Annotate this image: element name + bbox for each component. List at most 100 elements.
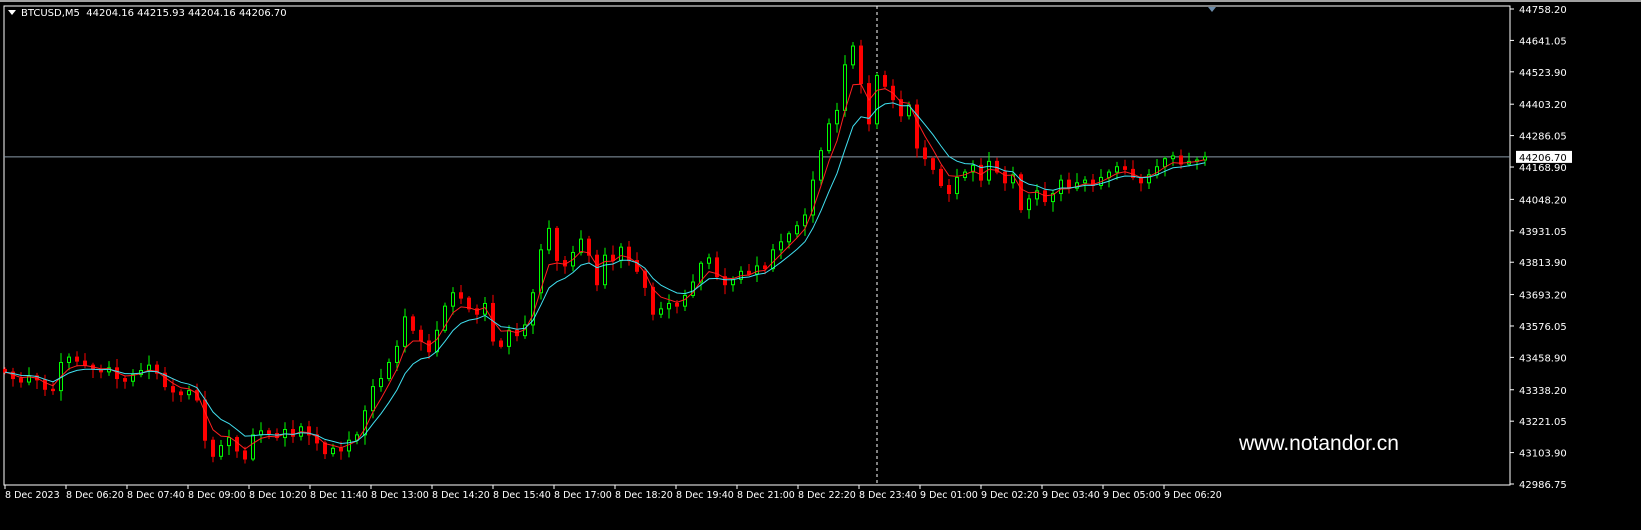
plot-border — [3, 5, 1511, 486]
price-tick-label: 43221.05 — [1519, 417, 1567, 428]
candle-body — [459, 292, 463, 299]
candle-body — [547, 227, 551, 251]
price-tick-label: 44758.20 — [1519, 5, 1567, 16]
candle-body — [435, 329, 439, 353]
candle-body — [707, 257, 711, 264]
candle-body — [539, 249, 543, 294]
time-tick-label: 9 Dec 03:40 — [1042, 490, 1100, 501]
time-tick-label: 8 Dec 21:00 — [737, 490, 795, 501]
candle-body — [475, 308, 479, 315]
candle-body — [1147, 174, 1151, 184]
candle-body — [1027, 198, 1031, 211]
candle-body — [363, 410, 367, 436]
candle-body — [219, 445, 223, 457]
candle-body — [947, 184, 951, 195]
price-tick-label: 43103.90 — [1519, 449, 1567, 460]
candle-body — [811, 179, 815, 216]
candle-body — [875, 75, 879, 125]
time-tick-label: 8 Dec 15:40 — [493, 490, 551, 501]
candle-body — [267, 430, 271, 435]
candle-body — [131, 374, 135, 382]
candle-body — [827, 123, 831, 152]
ma-fast-line — [4, 83, 1206, 450]
time-tick-label: 8 Dec 06:20 — [66, 490, 124, 501]
candle-body — [859, 45, 863, 85]
candle-body — [307, 426, 311, 436]
candle-body — [83, 360, 87, 366]
candle-body — [979, 164, 983, 181]
time-tick-label: 9 Dec 01:00 — [920, 490, 978, 501]
candle-body — [427, 340, 431, 353]
candle-body — [371, 386, 375, 412]
candle-body — [179, 391, 183, 396]
time-tick-label: 8 Dec 22:20 — [798, 490, 856, 501]
candle-body — [675, 302, 679, 307]
candle-body — [1107, 171, 1111, 178]
candle-body — [315, 434, 319, 444]
candle-body — [395, 345, 399, 363]
candle-body — [227, 437, 231, 447]
candle-body — [955, 176, 959, 195]
candle-body — [211, 439, 215, 457]
candle-body — [1003, 171, 1007, 184]
candle-body — [483, 302, 487, 315]
price-tick-label: 44168.90 — [1519, 163, 1567, 174]
candle-body — [1059, 179, 1063, 195]
candle-body — [291, 429, 295, 437]
time-tick-label: 8 Dec 23:40 — [859, 490, 917, 501]
time-tick-label: 9 Dec 06:20 — [1164, 490, 1222, 501]
price-tick-label: 44048.20 — [1519, 195, 1567, 206]
dropdown-triangle-icon[interactable] — [8, 10, 16, 15]
candle-body — [635, 260, 639, 272]
candle-body — [763, 265, 767, 270]
candle-body — [1171, 155, 1175, 160]
time-tick-label: 8 Dec 11:40 — [310, 490, 368, 501]
candle-body — [251, 434, 255, 460]
candle-body — [75, 356, 79, 362]
candle-body — [659, 308, 663, 315]
time-tick-label: 8 Dec 13:00 — [371, 490, 429, 501]
candle-body — [803, 214, 807, 227]
candle-body — [3, 368, 7, 373]
candle-body — [723, 276, 727, 286]
candle-body — [587, 238, 591, 256]
candle-body — [243, 450, 247, 460]
candle-body — [43, 379, 47, 390]
candle-body — [155, 364, 159, 374]
candle-body — [507, 329, 511, 347]
candle-body — [939, 168, 943, 186]
candle-body — [603, 254, 607, 286]
candle-body — [691, 281, 695, 296]
candle-body — [643, 270, 647, 288]
candle-body — [451, 292, 455, 307]
candle-body — [651, 286, 655, 315]
candle-body — [387, 361, 391, 380]
time-tick-label: 8 Dec 17:00 — [554, 490, 612, 501]
candle-body — [915, 104, 919, 149]
candle-body — [163, 372, 167, 388]
price-tick-label: 43931.05 — [1519, 227, 1567, 238]
chart-shift-triangle-icon[interactable] — [1208, 7, 1216, 12]
price-tick-label: 43576.05 — [1519, 322, 1567, 333]
time-tick-label: 9 Dec 05:00 — [1103, 490, 1161, 501]
candle-body — [1067, 179, 1071, 189]
candle-body — [923, 147, 927, 160]
candle-body — [747, 270, 751, 275]
current-price-label: 44206.70 — [1519, 153, 1567, 164]
candle-body — [1051, 193, 1055, 203]
candle-body — [755, 265, 759, 275]
candle-body — [595, 254, 599, 286]
candle-body — [843, 64, 847, 111]
candle-body — [467, 297, 471, 310]
candle-body — [1123, 166, 1127, 170]
candle-body — [1163, 158, 1167, 168]
candle-body — [1083, 179, 1087, 184]
candle-body — [883, 75, 887, 87]
watermark: www.notandor.cn — [1239, 432, 1399, 455]
price-tick-label: 44286.05 — [1519, 132, 1567, 143]
time-tick-label: 8 Dec 14:20 — [432, 490, 490, 501]
candle-body — [819, 150, 823, 181]
candle-body — [339, 447, 343, 452]
time-tick-label: 8 Dec 09:00 — [188, 490, 246, 501]
